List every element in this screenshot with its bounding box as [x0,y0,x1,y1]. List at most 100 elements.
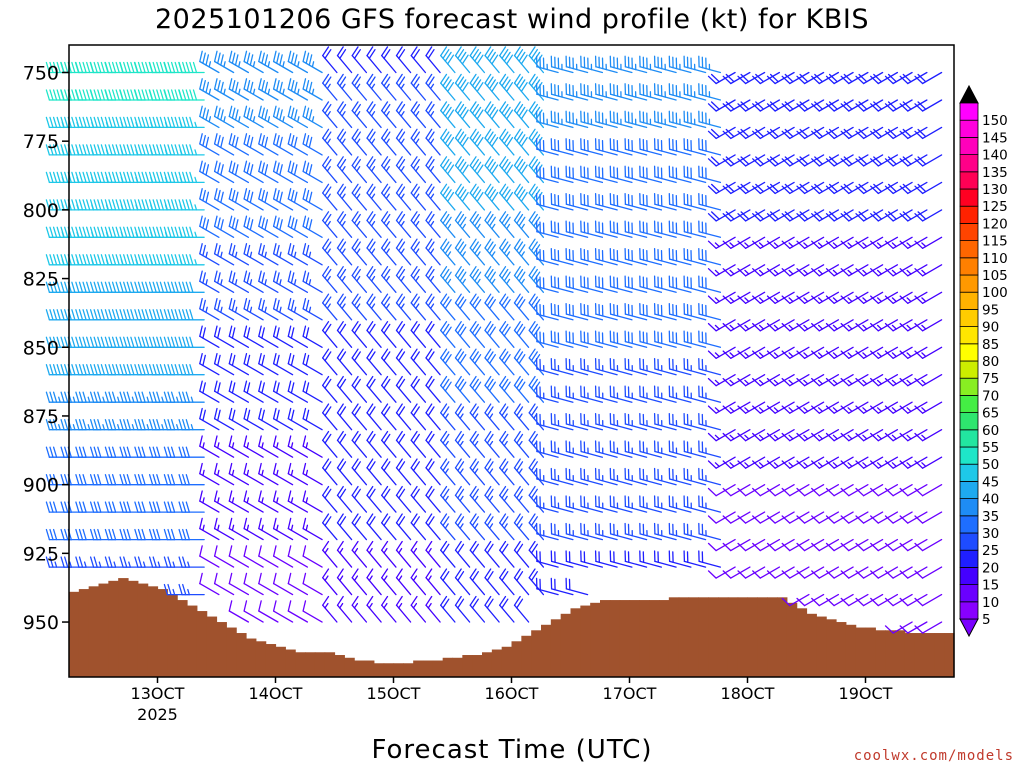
wind-barb [722,71,751,85]
wind-barb-flag [484,101,492,112]
wind-barb-flag [78,391,84,403]
wind-barb [707,374,736,387]
wind-barb-flag [442,268,450,279]
wind-barb-flag [276,52,280,64]
wind-barb-staff [302,610,323,623]
wind-barb-flag [395,266,403,277]
terrain-column [777,597,788,677]
wind-barb-flag [178,501,183,513]
wind-barb-flag [189,281,194,293]
wind-barb [609,248,633,266]
wind-barb-flag [471,351,479,362]
wind-barb-flag [119,309,124,321]
wind-barb-half-flag [412,602,418,609]
wind-barb-flag [119,419,124,431]
wind-barb [454,293,471,321]
wind-barb-flag [410,430,418,441]
wind-barb-half-flag [758,297,765,303]
wind-barb-flag [111,144,117,156]
wind-barb-half-flag [217,469,220,477]
wind-barb-half-flag [385,83,390,90]
wind-barb-half-flag [461,278,466,285]
wind-barb-staff [243,610,264,623]
wind-barb-flag [60,501,65,513]
wind-barb-flag [45,364,51,376]
wind-barb-flag [60,281,65,293]
wind-barb-flag [137,419,143,431]
wind-barb-half-flag [261,497,264,504]
wind-barb [366,101,382,129]
wind-barb-flag [484,485,492,496]
wind-barb-flag [246,409,251,422]
wind-barb [469,595,486,623]
wind-barb-flag [82,336,87,348]
wind-barb [484,266,500,293]
wind-barb-flag [60,528,65,541]
wind-barb-flag [111,364,117,376]
wind-barb [336,403,353,431]
wind-barb [395,46,412,74]
wind-barb-flag [78,254,84,266]
wind-barb-flag [56,309,61,321]
wind-barb-half-flag [427,547,432,554]
wind-barb-flag [75,309,80,321]
wind-barb-half-flag [520,278,525,285]
wind-barb [351,101,368,129]
wind-barb-flag [442,516,450,527]
wind-barb-half-flag [282,88,285,96]
wind-barb-flag [383,241,391,252]
wind-barb [381,403,397,431]
wind-barb [336,348,353,376]
wind-barb [454,211,471,238]
wind-barb [454,73,471,101]
terrain-column [659,600,670,677]
wind-barb-flag [503,161,511,172]
wind-barb-half-flag [415,275,420,282]
wind-barb-flag [353,433,361,444]
wind-barb-flag [174,199,179,211]
wind-barb-half-flag [205,279,208,286]
wind-barb-flag [71,336,76,348]
wind-barb [707,401,736,414]
wind-barb-flag [60,144,65,156]
wind-barb-flag [108,419,113,431]
wind-barb [228,105,250,129]
wind-barb-flag [56,226,61,238]
wind-barb [243,572,264,596]
wind-barb-flag [231,409,236,422]
wind-barb-flag [425,156,433,167]
wind-barb [272,243,294,266]
wind-barb [381,458,397,486]
wind-barb-half-flag [447,223,452,230]
wind-barb-flag [170,528,176,541]
wind-barb-flag [86,336,91,348]
wind-barb-flag [243,297,248,310]
wind-barb [737,236,766,249]
wind-barb-flag [261,354,265,367]
wind-barb [469,430,486,458]
wind-barb-flag [410,513,418,524]
wind-barb [707,209,736,222]
wind-barb [199,325,220,348]
wind-barb-flag [442,543,450,554]
wind-barb-flag [104,89,110,101]
wind-barb [351,540,368,568]
wind-barb-flag [97,226,102,238]
wind-barb-flag [89,116,95,129]
wind-barb-flag [381,540,389,551]
wind-barb [469,513,486,541]
wind-barb [366,403,382,431]
wind-barb [425,46,441,74]
wind-barb [45,556,73,568]
wind-barb-flag [174,89,179,101]
wind-barb [287,462,309,486]
wind-barb-flag [395,403,403,414]
wind-barb-flag [440,430,448,441]
wind-barb-flag [381,485,389,496]
wind-barb-flag [457,378,465,389]
wind-barb-half-flag [276,469,279,477]
wind-barb-flag [491,164,499,175]
wind-barb-flag [228,50,233,63]
wind-barb-flag [279,81,283,94]
wind-barb-flag [383,158,391,169]
